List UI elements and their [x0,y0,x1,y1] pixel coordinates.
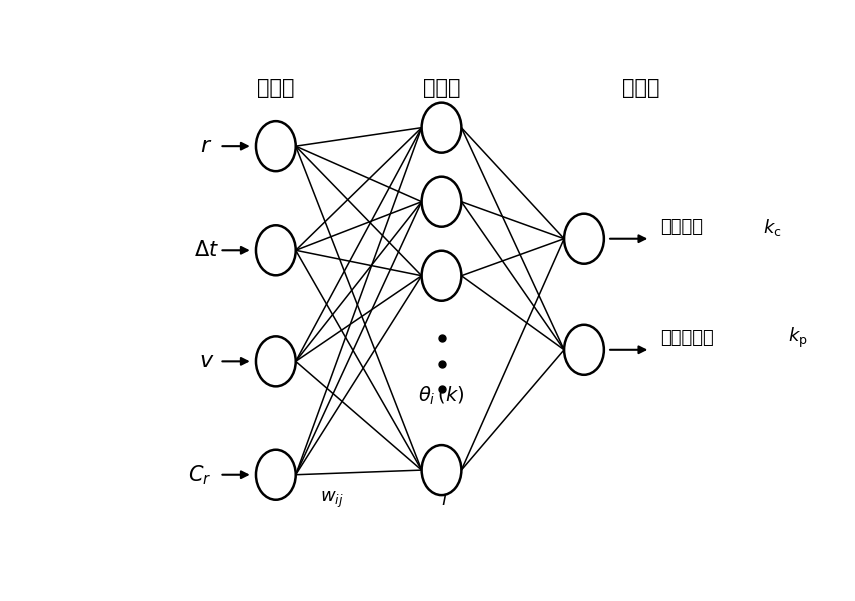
Text: $\Delta t$: $\Delta t$ [194,240,219,260]
Ellipse shape [256,225,296,275]
Ellipse shape [256,450,296,500]
Text: 输入层: 输入层 [257,78,295,99]
Text: $v$: $v$ [198,352,214,371]
Ellipse shape [422,103,462,153]
Ellipse shape [256,337,296,386]
Text: 置信容量: 置信容量 [660,218,703,236]
Text: 容量置信度: 容量置信度 [660,329,714,347]
Text: $k_\mathrm{p}$: $k_\mathrm{p}$ [788,326,808,350]
Text: $\theta_i\,(k)$: $\theta_i\,(k)$ [418,385,464,407]
Text: 隐含层: 隐含层 [422,78,460,99]
Text: $i$: $i$ [441,491,448,509]
Ellipse shape [564,325,604,375]
Ellipse shape [422,177,462,227]
Text: $r$: $r$ [200,136,212,156]
Text: $k_\mathrm{c}$: $k_\mathrm{c}$ [763,216,781,237]
Text: 输出层: 输出层 [622,78,659,99]
Text: $w_{ij}$: $w_{ij}$ [321,490,344,510]
Ellipse shape [564,214,604,264]
Ellipse shape [422,445,462,495]
Text: $C_r$: $C_r$ [188,463,211,487]
Ellipse shape [422,251,462,300]
Ellipse shape [256,121,296,171]
